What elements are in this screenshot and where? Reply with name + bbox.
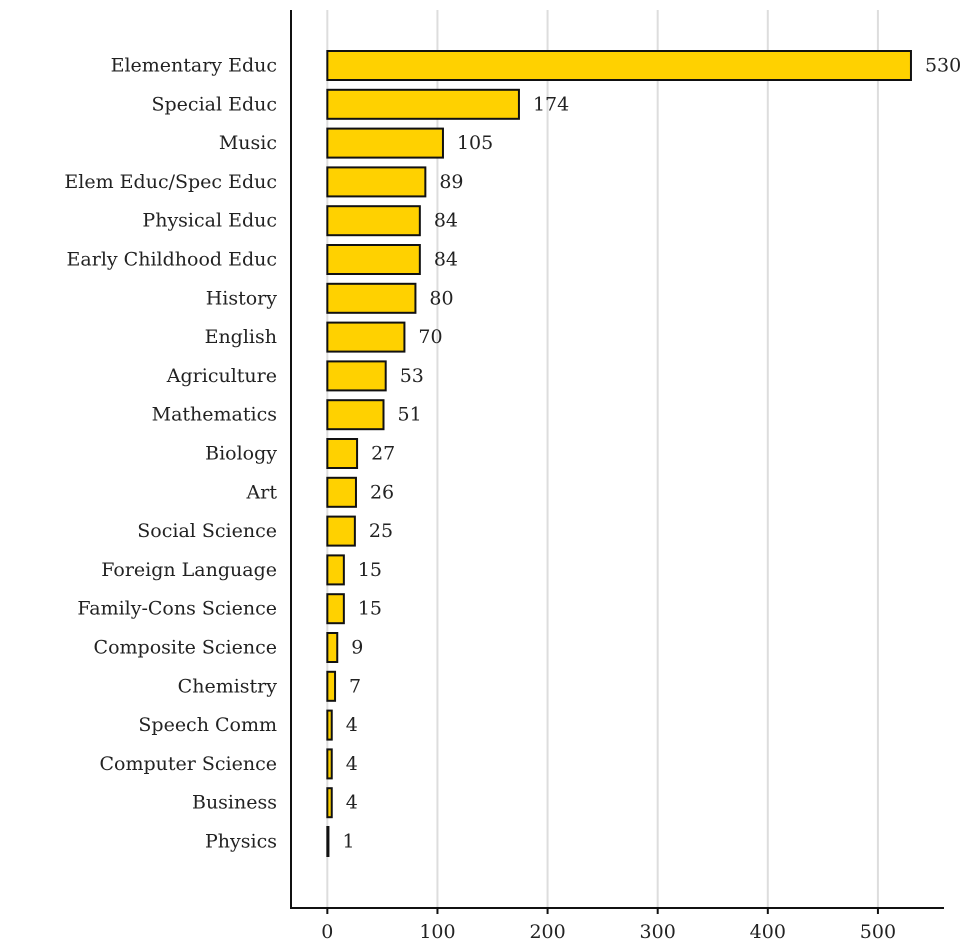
bar-composite-science bbox=[326, 632, 339, 663]
bar-chemistry bbox=[326, 670, 337, 702]
bar-computer-science bbox=[326, 748, 333, 780]
x-tick-label-200: 200 bbox=[529, 921, 565, 943]
category-label-biology: Biology bbox=[205, 443, 277, 465]
bar-agriculture bbox=[326, 360, 387, 392]
data-label-physics: 1 bbox=[342, 831, 354, 853]
data-label-elem-educ-spec-educ: 89 bbox=[439, 171, 463, 193]
category-label-special-educ: Special Educ bbox=[152, 93, 278, 115]
bar-biology bbox=[326, 438, 359, 469]
bar-early-childhood-educ bbox=[326, 244, 421, 275]
category-label-mathematics: Mathematics bbox=[152, 404, 277, 426]
bar-physics bbox=[326, 826, 330, 857]
category-label-english: English bbox=[205, 326, 277, 348]
x-tick-label-300: 300 bbox=[640, 921, 676, 943]
x-tick-label-100: 100 bbox=[419, 921, 455, 943]
category-label-physics: Physics bbox=[205, 831, 277, 853]
bar-family-cons-science bbox=[326, 593, 345, 625]
category-label-computer-science: Computer Science bbox=[100, 753, 278, 775]
category-label-elementary-educ: Elementary Educ bbox=[111, 55, 277, 77]
category-label-business: Business bbox=[192, 792, 277, 814]
category-label-elem-educ-spec-educ: Elem Educ/Spec Educ bbox=[64, 171, 277, 193]
bar-history bbox=[326, 282, 417, 314]
category-label-music: Music bbox=[219, 132, 277, 154]
data-label-agriculture: 53 bbox=[400, 365, 424, 387]
x-tick-label-0: 0 bbox=[321, 921, 333, 943]
data-label-special-educ: 174 bbox=[533, 93, 569, 115]
category-label-speech-comm: Speech Comm bbox=[138, 714, 277, 736]
data-label-history: 80 bbox=[429, 287, 453, 309]
bar-elementary-educ bbox=[326, 50, 912, 81]
axes bbox=[290, 10, 944, 914]
data-label-foreign-language: 15 bbox=[358, 559, 382, 581]
data-label-mathematics: 51 bbox=[397, 404, 421, 426]
category-label-chemistry: Chemistry bbox=[178, 675, 278, 697]
bars bbox=[326, 50, 912, 857]
category-label-early-childhood-educ: Early Childhood Educ bbox=[67, 249, 277, 271]
x-tick-label-400: 400 bbox=[750, 921, 786, 943]
data-label-social-science: 25 bbox=[369, 520, 393, 542]
bar-business bbox=[326, 787, 333, 819]
category-label-foreign-language: Foreign Language bbox=[101, 559, 277, 581]
bar-social-science bbox=[326, 515, 356, 547]
category-label-physical-educ: Physical Educ bbox=[142, 210, 277, 232]
bar-music bbox=[326, 127, 444, 159]
category-label-art: Art bbox=[246, 481, 278, 503]
bar-elem-educ-spec-educ bbox=[326, 166, 427, 198]
data-label-speech-comm: 4 bbox=[346, 714, 358, 736]
category-label-history: History bbox=[206, 287, 278, 309]
data-label-elementary-educ: 530 bbox=[925, 55, 961, 77]
category-label-composite-science: Composite Science bbox=[94, 637, 277, 659]
category-label-family-cons-science: Family-Cons Science bbox=[77, 598, 277, 620]
data-label-chemistry: 7 bbox=[349, 675, 361, 697]
data-label-art: 26 bbox=[370, 481, 394, 503]
category-label-agriculture: Agriculture bbox=[166, 365, 277, 387]
bar-art bbox=[326, 476, 357, 508]
data-label-biology: 27 bbox=[371, 443, 395, 465]
data-label-english: 70 bbox=[418, 326, 442, 348]
category-label-social-science: Social Science bbox=[137, 520, 277, 542]
x-tick-label-500: 500 bbox=[860, 921, 896, 943]
data-label-family-cons-science: 15 bbox=[358, 598, 382, 620]
bar-speech-comm bbox=[326, 709, 333, 741]
bar-physical-educ bbox=[326, 205, 421, 237]
bar-english bbox=[326, 321, 406, 353]
data-label-early-childhood-educ: 84 bbox=[434, 249, 458, 271]
data-label-business: 4 bbox=[346, 792, 358, 814]
bar-special-educ bbox=[326, 88, 520, 120]
bar-mathematics bbox=[326, 399, 385, 431]
data-label-music: 105 bbox=[457, 132, 493, 154]
data-label-physical-educ: 84 bbox=[434, 210, 458, 232]
data-label-composite-science: 9 bbox=[351, 637, 363, 659]
data-label-computer-science: 4 bbox=[346, 753, 358, 775]
bar-foreign-language bbox=[326, 554, 345, 586]
